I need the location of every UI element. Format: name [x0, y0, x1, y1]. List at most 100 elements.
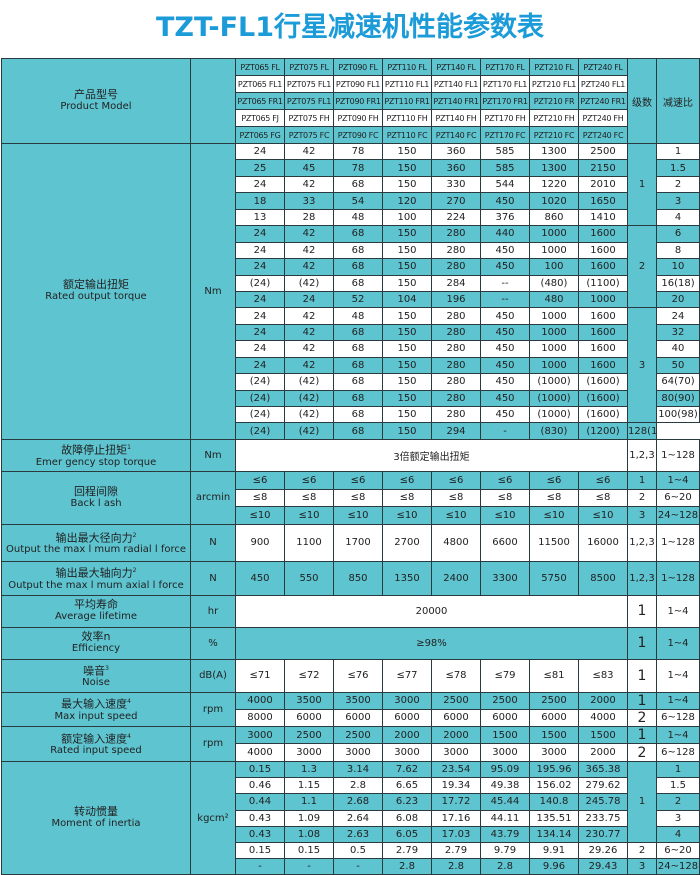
model-name: PZT140 FR1: [431, 92, 481, 110]
value-cell: 150: [382, 175, 432, 194]
stage-cell: 1: [627, 142, 657, 227]
value-cell: 0.15: [235, 760, 285, 779]
label-en: Rated output torque: [45, 291, 147, 303]
value-cell: 78: [333, 159, 383, 177]
spec-row: 最大输入速度4 Max input speed rpm 4000 3500 3500 300…: [1, 691, 700, 727]
value-cell: 6000: [284, 708, 334, 727]
ratio-cell: 32: [656, 323, 700, 342]
model-name: PZT065 FG: [235, 126, 285, 144]
value-cell: (1100): [578, 274, 628, 292]
value-cell: 24: [284, 290, 334, 309]
value-cell: 68: [333, 422, 383, 440]
ratio-cell: 2: [656, 793, 700, 811]
row-label: 输出最大径向力2 Output the max l mum radial l fo…: [1, 523, 191, 562]
value-cell: 52: [333, 290, 383, 309]
label-cn: 输出最大轴向力2: [55, 566, 137, 580]
ratio-cell: 1.5: [656, 777, 700, 795]
value-cell: 2000: [431, 725, 481, 745]
value-cell: 0.46: [235, 777, 285, 795]
value-cell: 24: [235, 307, 285, 325]
value-cell: 104: [382, 290, 432, 309]
value-cell: 150: [382, 258, 432, 276]
value-cell: 6.65: [382, 777, 432, 795]
model-name: PZT170 FH: [480, 109, 530, 127]
value-cell: 24: [235, 258, 285, 276]
ratio-cell: 40: [656, 340, 700, 358]
value-cell: 0.43: [235, 809, 285, 827]
value-cell: 230.77: [578, 825, 628, 843]
footnote-mark: 2: [132, 531, 137, 539]
value-cell: 48: [333, 307, 383, 325]
value-cell: 224: [431, 208, 481, 227]
value-cell: 4000: [578, 708, 628, 727]
value-cell: 2400: [431, 560, 481, 596]
value-cell: 150: [382, 307, 432, 325]
value-cell: (42): [284, 274, 334, 292]
unit-cell: rpm: [190, 691, 236, 727]
value-cell: 1300: [529, 142, 579, 161]
label-cn: 额定输出扭矩: [63, 278, 129, 292]
stage-cell: 1: [627, 691, 657, 710]
value-cell: 1300: [529, 159, 579, 177]
value-cell: ≤6: [235, 470, 285, 490]
value-cell: 0.15: [284, 841, 334, 860]
unit-cell: kgcm²: [190, 760, 236, 875]
model-name: PZT240 FC: [578, 126, 628, 144]
value-cell: 24: [235, 142, 285, 161]
model-name: PZT075 FL: [284, 58, 334, 76]
value-cell: ≤10: [382, 506, 432, 525]
model-row: PZT065 FR1 PZT075 FL1 PZT090 FR1 PZT110 FR1…: [2, 92, 700, 110]
value-cell: 280: [431, 225, 481, 243]
value-cell: 18: [235, 192, 285, 210]
value-cell: 1.09: [284, 809, 334, 827]
spec-row: 13 28 48 100 224 376 860 1410 4: [2, 208, 700, 227]
value-cell: ≤8: [578, 488, 628, 508]
value-cell: 294: [431, 422, 481, 440]
value-cell: 68: [333, 405, 383, 424]
footnote-mark: 3: [105, 664, 109, 672]
value-cell: 1.1: [284, 793, 334, 811]
value-cell: 6000: [431, 708, 481, 727]
value-cell: 100: [529, 258, 579, 276]
value-cell: 2.8: [382, 858, 432, 875]
model-name: PZT240 FH: [578, 109, 628, 127]
model-name: PZT065 FJ: [235, 109, 285, 127]
value-cell: 6.08: [382, 809, 432, 827]
model-name: PZT065 FL: [235, 58, 285, 76]
value-cell: ≤10: [284, 506, 334, 525]
spec-row: 噪音3 Noise dB(A) ≤71 ≤72 ≤76 ≤77 ≤78 ≤79 ≤81 ≤83 1 1~…: [1, 658, 700, 693]
value-cell: 2.68: [333, 793, 383, 811]
value-cell: 48: [333, 208, 383, 227]
label-en: Noise: [82, 677, 110, 689]
ratio-cell: 6~20: [656, 841, 700, 860]
value-cell: ≤10: [431, 506, 481, 525]
value-cell: 280: [431, 405, 481, 424]
model-name: PZT090 FL: [333, 58, 383, 76]
value-cell: 450: [480, 389, 530, 408]
value-cell: 6000: [382, 708, 432, 727]
value-cell: 24: [235, 225, 285, 243]
value-cell: 16000: [578, 523, 628, 562]
stage-cell: 3: [627, 858, 657, 875]
value-cell: (42): [284, 405, 334, 424]
value-cell: --: [480, 290, 530, 309]
row-label: 噪音3 Noise: [1, 658, 191, 693]
value-cell: (24): [235, 373, 285, 391]
ratio-header: 减速比: [656, 58, 700, 144]
value-cell: ≤8: [333, 488, 383, 508]
footnote-mark: 1: [127, 444, 131, 452]
page-title: TZT-FL1行星减速机性能参数表: [155, 12, 545, 43]
spec-row: 效率n Efficiency% ≥98% 1 1~4: [1, 626, 700, 660]
ratio-cell: 80(90): [656, 389, 700, 408]
label-en: Back l ash: [70, 497, 122, 509]
value-cell: 1500: [578, 725, 628, 745]
model-name: PZT075 FL1: [284, 75, 334, 93]
model-name: PZT210 FH: [529, 109, 579, 127]
stage-cell: 1: [627, 470, 657, 490]
value-cell: 1100: [284, 523, 334, 562]
value-cell: 0.5: [333, 841, 383, 860]
value-cell: 1000: [529, 340, 579, 358]
value-cell: (1000): [529, 405, 579, 424]
stage-cell: 3: [627, 506, 657, 525]
spec-row: 转动惯量 Moment of inertia kgcm² 0.15 1.3 3.14 7.6…: [1, 760, 700, 875]
